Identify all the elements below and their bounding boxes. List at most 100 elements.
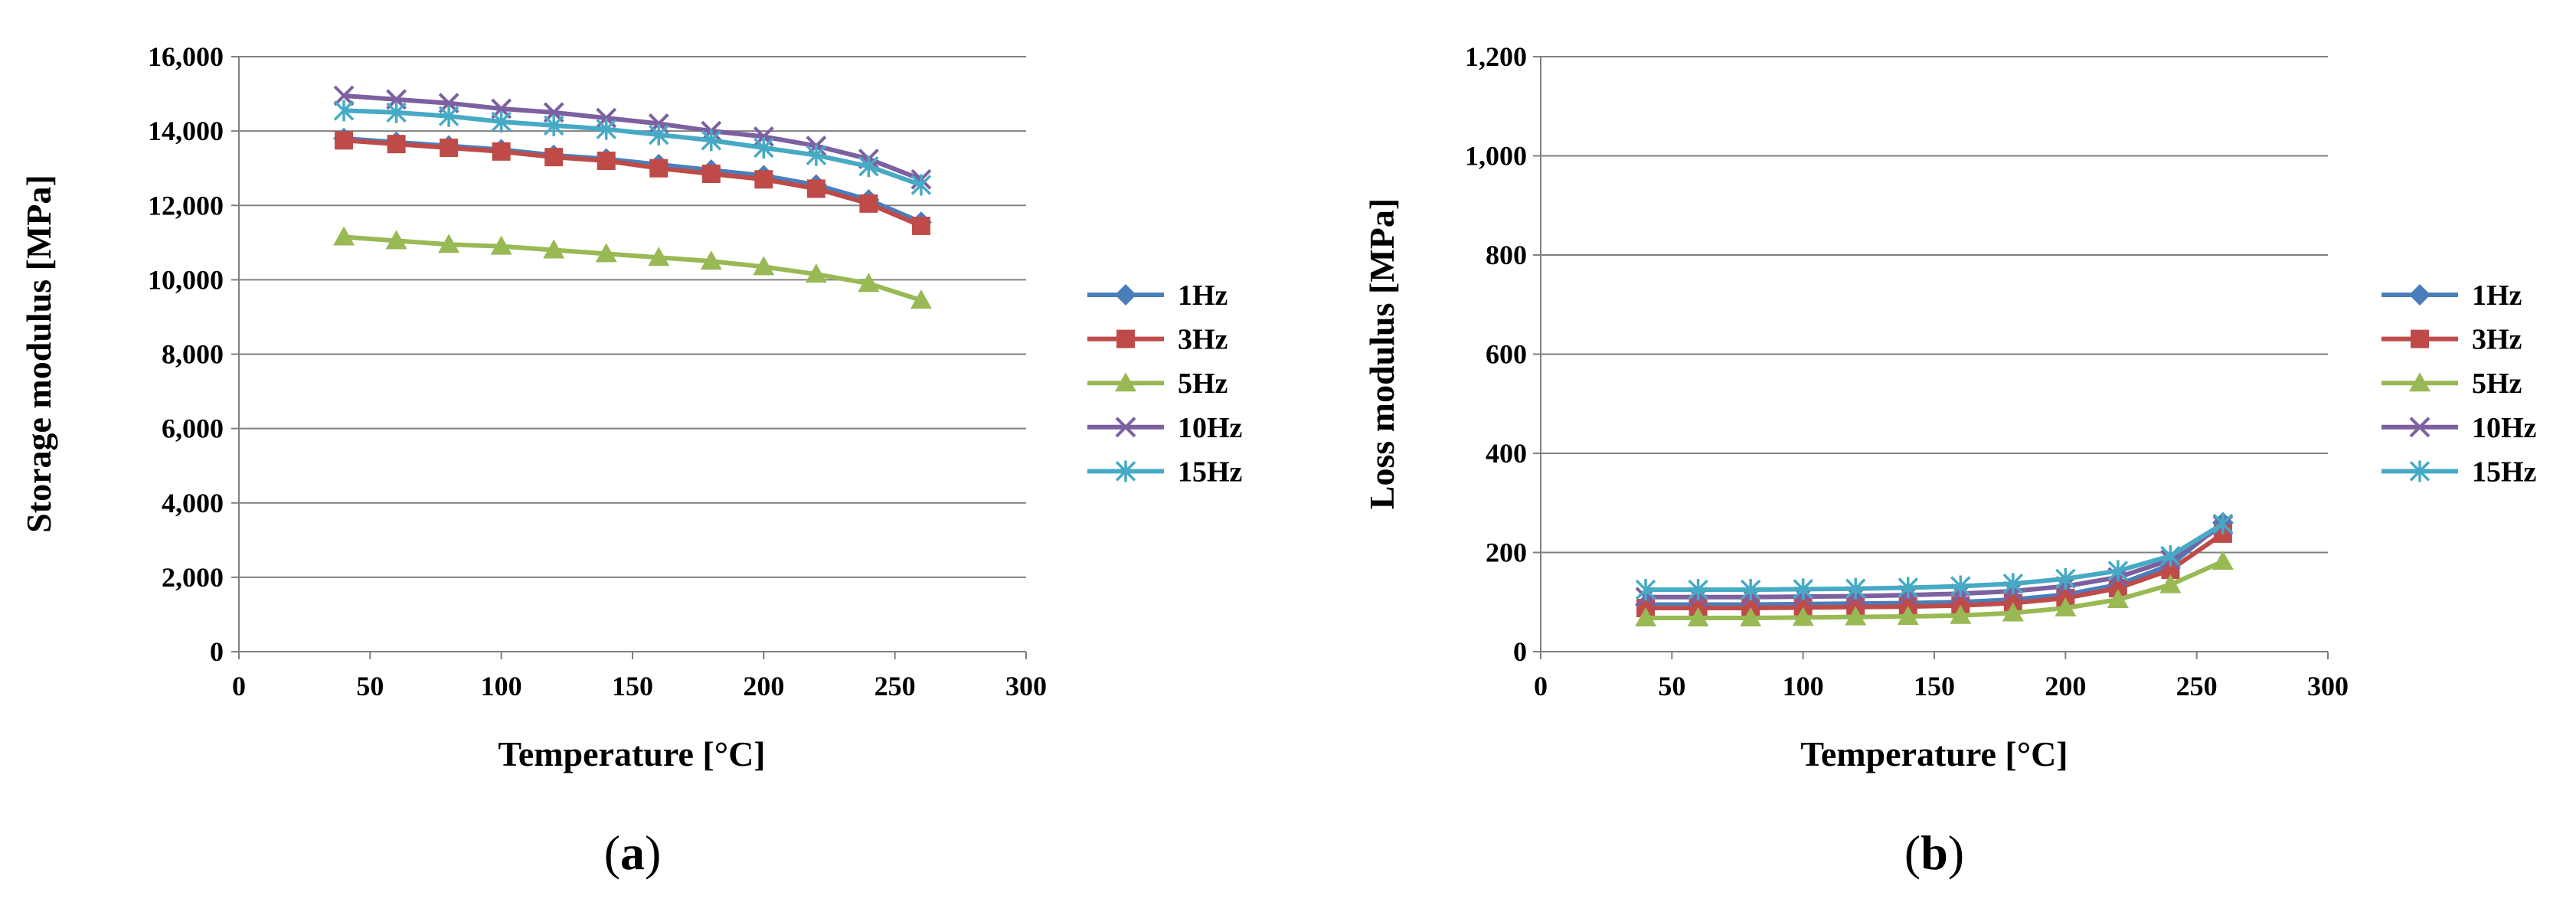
x-axis-title: Temperature [°C]	[1800, 734, 2068, 773]
data-point	[806, 144, 827, 166]
legend-label: 15Hz	[1178, 456, 1243, 488]
series-line	[1646, 559, 2225, 620]
data-point	[2107, 560, 2129, 582]
series-5Hz	[333, 226, 932, 309]
data-point	[754, 136, 774, 159]
data-point	[1898, 577, 1918, 599]
data-point	[1740, 579, 1761, 601]
data-point	[806, 179, 825, 198]
y-tick-label: 14,000	[148, 116, 224, 146]
series-line	[343, 93, 923, 182]
data-point	[335, 131, 354, 150]
series-1Hz	[333, 127, 932, 234]
series-10Hz	[333, 85, 932, 190]
series-15Hz	[1635, 512, 2234, 601]
data-point	[491, 110, 512, 132]
data-point	[2055, 567, 2076, 590]
legend-marker	[1116, 329, 1135, 348]
data-point	[1845, 606, 1867, 626]
data-point	[649, 159, 669, 178]
x-tick-label: 150	[1914, 671, 1955, 701]
legend-marker	[1115, 417, 1136, 438]
data-point	[858, 273, 880, 293]
y-tick-label: 200	[1486, 538, 1527, 568]
y-tick-label: 2,000	[162, 562, 224, 593]
data-point	[2159, 574, 2182, 593]
data-point	[543, 114, 564, 136]
data-point	[859, 194, 878, 213]
data-point	[2055, 597, 2077, 617]
x-tick-label: 50	[356, 671, 384, 701]
legend-label: 10Hz	[1178, 412, 1243, 444]
data-point	[544, 148, 564, 167]
legend-marker	[1115, 372, 1136, 392]
y-tick-label: 6,000	[162, 414, 224, 444]
data-point	[910, 289, 932, 309]
data-point	[2212, 512, 2234, 534]
data-point	[858, 155, 879, 178]
legend-label: 5Hz	[2472, 368, 2522, 400]
data-point	[1688, 579, 1708, 601]
data-point	[440, 138, 459, 157]
y-tick-label: 1,000	[1465, 141, 1527, 172]
panel-b-chart: 0 200 400 600 800 1,000 1,200 0 50 100 150 200 250 30…	[1362, 41, 2537, 880]
data-point	[648, 247, 670, 266]
legend-marker	[2409, 284, 2431, 306]
x-tick-label: 300	[1005, 671, 1047, 701]
legend-marker	[1115, 460, 1136, 482]
legend-item: 15Hz	[1087, 456, 1243, 488]
y-axis-title: Storage modulus [MPa]	[19, 175, 58, 533]
data-point	[386, 101, 407, 123]
data-point	[2002, 573, 2024, 595]
y-tick-label: 800	[1486, 240, 1527, 270]
legend-label: 1Hz	[1178, 280, 1228, 312]
data-point	[649, 123, 669, 145]
x-tick-label: 200	[2045, 671, 2086, 701]
legend-label: 15Hz	[2472, 456, 2537, 488]
data-point	[1740, 606, 1762, 626]
data-point	[753, 256, 775, 276]
data-point	[911, 216, 930, 235]
data-point	[700, 250, 722, 270]
data-point	[438, 105, 459, 127]
legend-label: 10Hz	[2472, 412, 2537, 444]
data-point	[438, 234, 460, 253]
series-3Hz	[335, 131, 930, 235]
legend-item: 10Hz	[2381, 412, 2537, 444]
legend-item: 3Hz	[1087, 324, 1228, 356]
legend-item: 5Hz	[1087, 368, 1228, 400]
series-line	[343, 234, 922, 302]
x-axis-title: Temperature [°C]	[498, 734, 765, 773]
data-point	[596, 118, 616, 140]
x-tick-label: 0	[1534, 671, 1548, 701]
data-point	[701, 164, 721, 183]
legend-item: 10Hz	[1087, 412, 1243, 444]
y-tick-label: 1,200	[1465, 41, 1527, 72]
legend-marker	[1115, 284, 1136, 306]
y-tick-label: 4,000	[162, 488, 224, 518]
x-tick-label: 300	[2307, 671, 2349, 701]
series-5Hz	[1635, 551, 2234, 626]
legend-item: 1Hz	[2381, 280, 2522, 312]
legend-item: 5Hz	[2381, 368, 2522, 400]
data-point	[2212, 551, 2234, 570]
legend-label: 1Hz	[2472, 280, 2522, 312]
y-tick-label: 10,000	[148, 264, 224, 295]
data-point	[1950, 604, 1972, 624]
y-tick-label: 16,000	[148, 41, 224, 72]
data-point	[1792, 606, 1814, 626]
data-point	[1950, 575, 1971, 597]
legend-marker	[2409, 460, 2431, 482]
legend-marker	[2409, 417, 2431, 438]
data-point	[1635, 579, 1656, 601]
data-point	[1845, 577, 1866, 600]
x-tick-label: 250	[2176, 671, 2218, 701]
y-tick-label: 8,000	[162, 339, 224, 370]
x-tick-label: 100	[481, 671, 522, 701]
x-tick-label: 200	[743, 671, 784, 701]
series-15Hz	[333, 100, 932, 196]
data-point	[1687, 606, 1709, 626]
data-point	[1635, 606, 1657, 626]
panel-a-chart: 0 2,000 4,000 6,000 8,000 10,000 12,000 14,000 1…	[19, 41, 1243, 880]
